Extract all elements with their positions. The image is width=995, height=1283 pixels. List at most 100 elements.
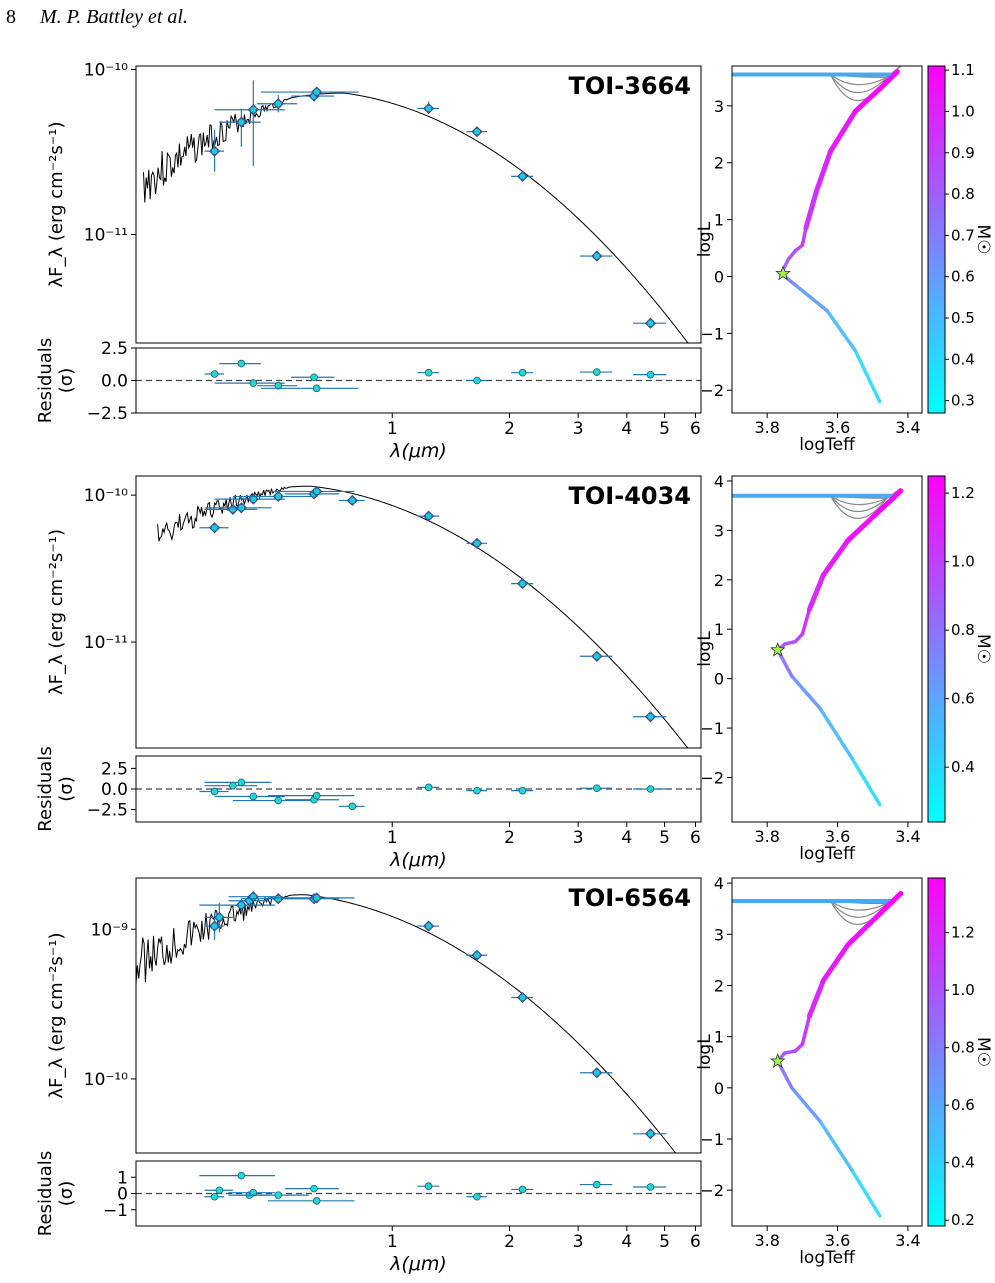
- x-tick-label: 1: [387, 828, 398, 848]
- grey-track: [732, 65, 902, 102]
- colorbar-tick-label: 1.0: [951, 981, 975, 999]
- sed-panel-2: 10⁻¹⁰ 10⁻¹¹ TOI-4034 λF_λ (erg cm⁻²s⁻¹): [46, 475, 702, 749]
- isochrone-segment: [800, 607, 812, 636]
- colorbar-tick-label: 0.4: [951, 1154, 975, 1172]
- sed-data-point: [237, 504, 246, 512]
- residual-panel-3: 10−11 2 3 4 5 6λ(μm)Residuals (σ): [35, 1151, 702, 1275]
- hr-x-axis-label: logTeff: [799, 1248, 856, 1268]
- sed-data-point: [593, 652, 601, 661]
- x-tick-label: 4: [621, 419, 632, 439]
- x-tick-label: 3: [573, 828, 584, 848]
- x-tick-label: 2: [504, 828, 515, 848]
- model-spectrum: [135, 894, 701, 1154]
- hr-y-tick-label: 3: [714, 925, 724, 944]
- running-authors: M. P. Battley et al.: [40, 6, 188, 28]
- colorbar-tick-label: 0.6: [951, 1096, 975, 1114]
- hr-axes-frame: [731, 877, 923, 1227]
- isochrone-segment: [820, 537, 851, 578]
- x-tick-label: 3: [573, 1232, 584, 1252]
- hr-x-tick-label: 3.6: [825, 827, 850, 846]
- y-tick-label: 10⁻¹¹: [84, 633, 128, 653]
- hr-x-tick-label: 3.6: [825, 1231, 850, 1250]
- isochrone-segment: [845, 508, 883, 543]
- colorbar-tick-label: 0.6: [951, 268, 975, 286]
- panel-title: TOI-3664: [569, 72, 691, 100]
- sed-data-point: [215, 913, 224, 922]
- hr-x-tick-label: 3.8: [754, 418, 779, 437]
- x-tick-label: 3: [573, 419, 584, 439]
- residual-point: [249, 792, 258, 801]
- hr-x-tick-label: 3.8: [754, 827, 779, 846]
- residual-point: [237, 778, 246, 787]
- sed-axes-frame: [135, 65, 702, 344]
- residual-point: [249, 379, 258, 387]
- model-spectrum: [143, 92, 701, 344]
- sed-data-point: [518, 579, 527, 588]
- sed-data-point: [237, 901, 246, 909]
- sed-data-point: [473, 951, 481, 960]
- colorbar-tick-label: 0.8: [951, 621, 975, 639]
- residual-point: [348, 802, 357, 811]
- sed-data-point: [210, 147, 219, 155]
- residual-panel-2: 2.50.0−2.5 1 2 3 4 5 6 λ(μm) Residuals (σ): [35, 746, 702, 871]
- sed-data-point: [518, 993, 527, 1002]
- x-tick-label: 1: [387, 1232, 398, 1252]
- isochrone-segment: [806, 977, 826, 1019]
- hr-y-axis-label: logL: [695, 631, 715, 667]
- y-axis-label: λF_λ (erg cm⁻²s⁻¹): [46, 529, 67, 695]
- hr-x-axis-label: logTeff: [799, 435, 856, 455]
- isochrone-segment: [818, 1119, 854, 1172]
- hr-y-tick-label: 0: [714, 670, 724, 689]
- x-tick-label: 5: [659, 1232, 670, 1252]
- residual-point: [593, 368, 601, 376]
- residual-point: [424, 368, 433, 377]
- residual-label: Residuals: [35, 746, 56, 831]
- isochrone-segment: [849, 1167, 882, 1218]
- hr-y-tick-label: 0: [714, 1079, 724, 1098]
- hr-y-tick-label: 1: [714, 620, 724, 639]
- colorbar-tick-label: 1.1: [951, 61, 975, 79]
- residual-label-sigma: (σ): [56, 368, 77, 393]
- isochrone-segment: [828, 109, 858, 154]
- isochrone-segment: [852, 86, 883, 115]
- residual-point: [473, 376, 481, 385]
- hr-x-tick-label: 3.4: [895, 827, 920, 846]
- residual-label-sigma: (σ): [56, 1181, 77, 1206]
- sed-data-point: [473, 127, 481, 136]
- panel-title: TOI-6564: [569, 884, 691, 912]
- residual-point: [518, 368, 527, 377]
- colorbar-tick-label: 1.0: [951, 102, 975, 120]
- x-tick-label: 6: [690, 828, 701, 848]
- panel-title: TOI-4034: [569, 482, 691, 510]
- residual-point: [646, 785, 655, 793]
- residual-point: [593, 784, 601, 792]
- x-tick-label: 2: [504, 1232, 515, 1252]
- residual-label: Residuals: [35, 338, 56, 423]
- sed-data-point: [473, 539, 481, 548]
- colorbar-tick-label: 0.3: [951, 392, 975, 410]
- x-axis-label: λ(μm): [389, 849, 447, 871]
- res-y-tick-label: 2.5: [101, 759, 128, 779]
- sed-data-point: [593, 252, 601, 260]
- x-tick-label: 5: [659, 419, 670, 439]
- residual-label-sigma: (σ): [56, 776, 77, 801]
- colorbar-tick-label: 0.8: [951, 1039, 975, 1057]
- residual-point: [210, 787, 219, 796]
- isochrone-segment: [813, 148, 834, 194]
- x-tick-label: 1: [387, 419, 398, 439]
- residual-point: [518, 1185, 527, 1194]
- residual-point: [310, 1184, 318, 1193]
- grey-track: [732, 487, 902, 513]
- residual-point: [424, 1182, 433, 1190]
- sed-data-point: [646, 1129, 655, 1138]
- hr-y-axis-label: logL: [695, 1034, 715, 1070]
- sed-data-point: [210, 922, 219, 930]
- isochrone-segment: [783, 1049, 798, 1055]
- residual-panel-1: 2.5 0.0 −2.5 1 2 3 4 5 6 λ(μm) Residuals (σ): [35, 338, 702, 462]
- star-marker: [770, 641, 786, 657]
- y-axis-label: λF_λ (erg cm⁻²s⁻¹): [46, 122, 67, 288]
- hr-x-axis-label: logTeff: [799, 844, 856, 864]
- hr-y-tick-label: 2: [714, 154, 724, 173]
- hr-axes-frame: [731, 475, 923, 823]
